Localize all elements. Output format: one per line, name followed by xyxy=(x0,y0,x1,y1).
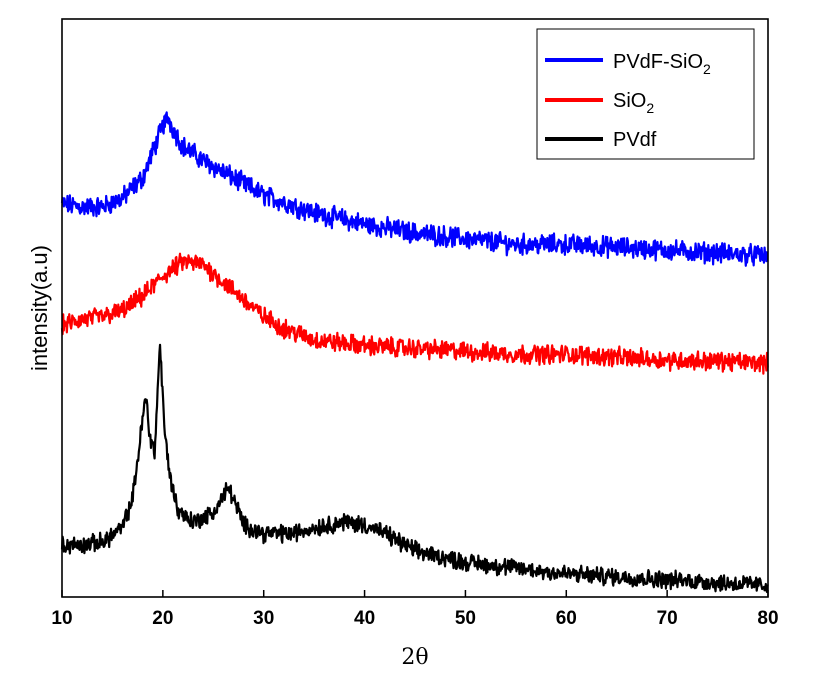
x-tick-label: 20 xyxy=(152,608,173,629)
series-line-0 xyxy=(60,111,769,267)
series-line-1 xyxy=(60,252,769,375)
series-line-2 xyxy=(60,343,769,594)
legend: PVdF-SiO2 SiO2 PVdf xyxy=(536,28,755,160)
x-tick-label: 60 xyxy=(556,608,577,629)
x-tick-label: 50 xyxy=(455,608,476,629)
y-axis-label: intensity(a.u) xyxy=(27,245,52,371)
x-tick-label: 80 xyxy=(757,608,778,629)
legend-label-pvdf: PVdf xyxy=(613,129,657,151)
legend-label-pvdf-sio2: PVdF-SiO2 xyxy=(613,51,711,77)
legend-label-sio2: SiO2 xyxy=(613,90,654,116)
x-tick-label: 40 xyxy=(354,608,375,629)
curves-group xyxy=(60,111,769,594)
plot-frame xyxy=(61,18,769,598)
x-tick-label: 10 xyxy=(51,608,72,629)
x-tick-label: 70 xyxy=(657,608,678,629)
x-ticks: 10 20 30 40 50 60 70 80 xyxy=(51,590,779,629)
x-tick-label: 30 xyxy=(253,608,274,629)
x-axis-label: 2θ xyxy=(401,645,428,670)
